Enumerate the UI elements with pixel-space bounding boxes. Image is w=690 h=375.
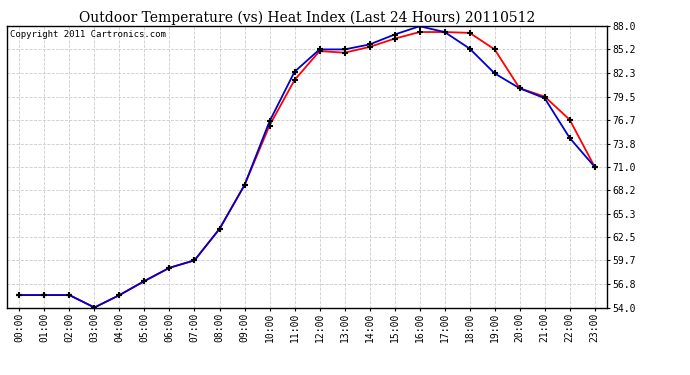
Text: Copyright 2011 Cartronics.com: Copyright 2011 Cartronics.com <box>10 30 166 39</box>
Title: Outdoor Temperature (vs) Heat Index (Last 24 Hours) 20110512: Outdoor Temperature (vs) Heat Index (Las… <box>79 11 535 25</box>
